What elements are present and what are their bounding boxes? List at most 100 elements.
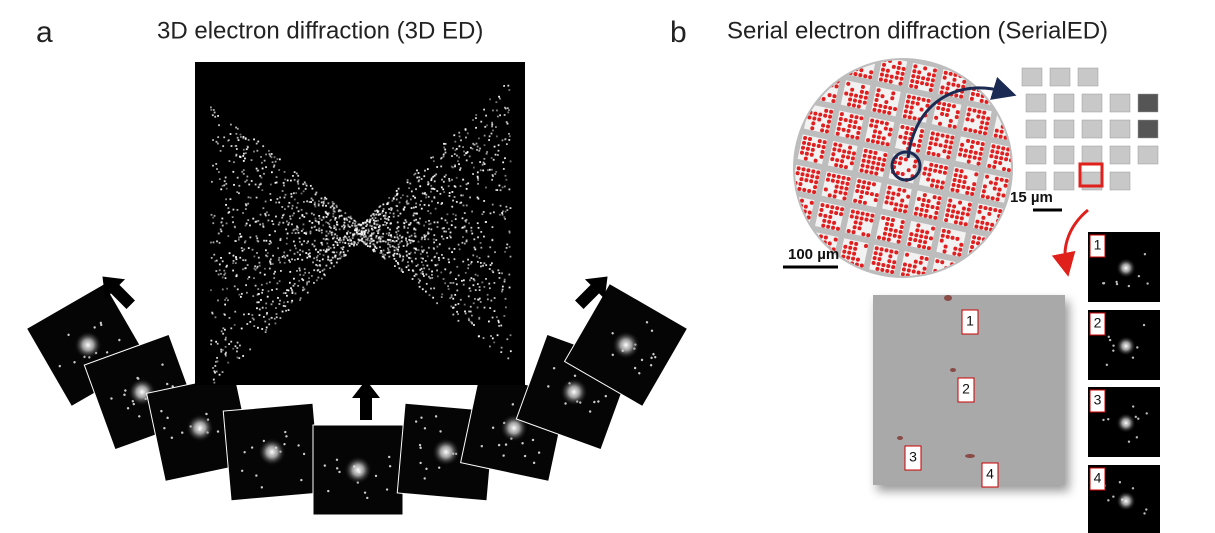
point (257, 288, 259, 290)
sample-point (883, 279, 888, 284)
sample-point (752, 272, 757, 277)
point (241, 328, 243, 330)
point (266, 283, 268, 285)
spot (1119, 481, 1121, 483)
point (394, 253, 396, 255)
sample-point (788, 228, 793, 233)
sample-point (760, 190, 765, 195)
grid-square (960, 264, 990, 294)
mesh-square (1022, 68, 1042, 86)
point (443, 278, 445, 280)
point (273, 273, 275, 275)
point (413, 220, 415, 222)
sample-point (1027, 45, 1032, 50)
point (217, 299, 219, 301)
sample-point (1023, 166, 1028, 171)
point (477, 299, 479, 301)
point (392, 240, 394, 242)
point (234, 240, 236, 242)
point (319, 218, 321, 220)
point (398, 230, 400, 232)
point (317, 255, 319, 257)
point (336, 206, 338, 208)
sample-point (749, 240, 754, 245)
sample-point (1009, 131, 1014, 136)
point (437, 264, 439, 266)
sample-point (1014, 281, 1019, 286)
point (491, 122, 493, 124)
point (248, 313, 250, 315)
point (310, 185, 312, 187)
point (339, 228, 341, 230)
point (325, 198, 327, 200)
sample-point (745, 282, 750, 287)
sample-point (1024, 61, 1029, 66)
point (299, 217, 301, 219)
point (292, 175, 294, 177)
point (406, 251, 408, 253)
point (321, 219, 323, 221)
sample-point (789, 296, 794, 301)
point (259, 184, 261, 186)
point (500, 189, 502, 191)
sample-point (710, 274, 715, 279)
point (456, 283, 458, 285)
point (480, 121, 482, 123)
sample-point (871, 12, 876, 17)
point (216, 357, 218, 359)
point (280, 238, 282, 240)
spot (1116, 283, 1118, 285)
point (464, 212, 466, 214)
point (453, 307, 455, 309)
sample-point (859, 316, 864, 321)
sample-point (1083, 57, 1088, 62)
point (390, 209, 392, 211)
point (353, 243, 355, 245)
spot (386, 488, 388, 490)
sample-point (837, 275, 842, 280)
point (405, 239, 407, 241)
point (456, 201, 458, 203)
point (294, 283, 296, 285)
point (356, 227, 358, 229)
point (247, 278, 249, 280)
sample-point (836, 53, 841, 58)
sample-point (986, 68, 991, 73)
point (489, 346, 491, 348)
point (332, 257, 334, 259)
sample-point (849, 288, 854, 293)
sample-point (849, 314, 854, 319)
point (293, 241, 295, 243)
point (342, 248, 344, 250)
point (232, 262, 234, 264)
sample-point (760, 63, 765, 68)
point (361, 228, 363, 230)
sample-point (736, 174, 741, 179)
point (495, 171, 497, 173)
point (402, 194, 404, 196)
point (279, 222, 281, 224)
point (413, 247, 415, 249)
point (306, 284, 308, 286)
sample-point (906, 46, 911, 51)
point (395, 260, 397, 262)
point (461, 227, 463, 229)
point (269, 193, 271, 195)
sample-point (992, 64, 997, 69)
point (269, 153, 271, 155)
sample-point (905, 51, 910, 56)
point (410, 199, 412, 201)
point (277, 297, 279, 299)
point (241, 171, 243, 173)
sample-point (769, 192, 774, 197)
point (282, 222, 284, 224)
sample-point (760, 285, 765, 290)
point (214, 215, 216, 217)
point (223, 136, 225, 138)
point (314, 240, 316, 242)
sample-point (961, 58, 966, 63)
sample-point (750, 108, 755, 113)
sample-point (786, 116, 791, 121)
point (510, 350, 512, 352)
point (449, 180, 451, 182)
